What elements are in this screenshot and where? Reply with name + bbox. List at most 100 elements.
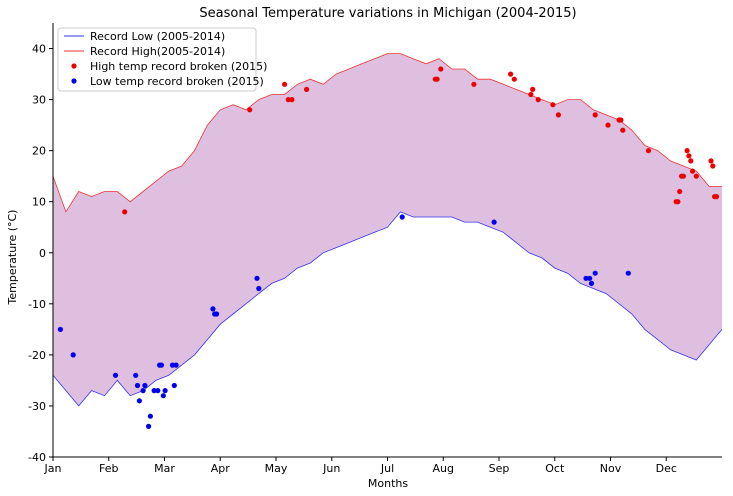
- x-tick-label-1: Feb: [99, 462, 118, 475]
- scatter-point-2-30: [688, 158, 694, 164]
- x-tick-label-5: Jun: [322, 462, 340, 475]
- scatter-point-3-4: [134, 382, 141, 389]
- scatter-point-2-25: [677, 188, 683, 195]
- scatter-point-2-2: [282, 81, 288, 87]
- x-tick-label-0: Jan: [44, 462, 62, 475]
- scatter-point-2-12: [528, 91, 534, 98]
- scatter-point-3-9: [147, 413, 153, 419]
- scatter-point-3-7: [142, 382, 148, 389]
- legend-label-record-low: Record Low (2005-2014): [90, 30, 225, 43]
- scatter-point-3-19: [210, 306, 216, 312]
- x-tick-label-9: Oct: [545, 462, 565, 475]
- scatter-point-2-10: [508, 71, 514, 77]
- scatter-point-3-22: [254, 275, 260, 281]
- scatter-point-3-0: [57, 326, 64, 332]
- scatter-point-2-18: [605, 122, 611, 128]
- scatter-point-3-27: [587, 275, 593, 281]
- scatter-point-3-21: [214, 311, 220, 317]
- scatter-point-3-23: [256, 285, 262, 292]
- scatter-point-2-34: [710, 163, 716, 169]
- scatter-point-2-3: [285, 97, 291, 103]
- scatter-point-2-1: [247, 107, 253, 113]
- chart-title: Seasonal Temperature variations in Michi…: [199, 6, 576, 21]
- y-tick-label-4: 0: [39, 247, 46, 260]
- series-line-0: [52, 211, 723, 407]
- scatter-point-3-13: [158, 362, 164, 368]
- y-tick-label-0: -40: [28, 451, 46, 464]
- record-range-fill: [53, 53, 722, 406]
- plot-area: [52, 53, 723, 429]
- scatter-point-3-26: [583, 275, 589, 281]
- x-tick-label-8: Sep: [489, 462, 510, 475]
- y-tick-label-3: -10: [28, 298, 46, 311]
- scatter-point-2-7: [434, 76, 440, 82]
- scatter-point-3-30: [625, 270, 631, 276]
- scatter-point-2-27: [680, 173, 687, 179]
- x-tick-label-2: Mar: [154, 462, 175, 475]
- scatter-point-2-22: [645, 148, 652, 154]
- scatter-point-3-28: [588, 280, 595, 286]
- y-tick-label-2: -20: [28, 349, 46, 362]
- scatter-point-2-15: [550, 102, 556, 108]
- legend-label-low-broken: Low temp record broken (2015): [90, 75, 264, 88]
- scatter-point-3-18: [173, 362, 179, 368]
- y-tick-label-6: 20: [32, 145, 46, 158]
- y-axis-label: Temperature (°C): [6, 210, 19, 306]
- scatter-point-3-29: [592, 270, 598, 276]
- series-line-1: [52, 53, 722, 213]
- scatter-point-3-11: [155, 388, 161, 394]
- scatter-point-2-9: [471, 81, 477, 87]
- legend-box: [57, 27, 257, 92]
- legend-swatch-high-broken: [71, 63, 77, 69]
- scatter-point-3-6: [140, 388, 146, 394]
- x-tick-label-4: May: [265, 462, 288, 475]
- scatter-point-2-28: [684, 148, 690, 154]
- scatter-point-2-13: [530, 86, 536, 92]
- scatter-point-2-32: [693, 173, 699, 179]
- y-tick-label-8: 40: [32, 43, 46, 56]
- x-tick-label-3: Apr: [211, 462, 231, 475]
- scatter-point-3-16: [169, 362, 176, 368]
- legend: Record Low (2005-2014) Record High(2005-…: [57, 27, 267, 92]
- scatter-point-3-8: [146, 423, 152, 429]
- scatter-point-2-5: [304, 86, 310, 92]
- y-tick-label-7: 30: [32, 94, 46, 107]
- scatter-point-2-4: [289, 97, 295, 103]
- scatter-point-2-31: [690, 168, 696, 174]
- scatter-point-2-0: [122, 209, 128, 215]
- scatter-point-2-8: [438, 66, 444, 72]
- scatter-point-3-5: [136, 398, 142, 404]
- scatter-point-3-1: [70, 352, 76, 358]
- axes: -40 -30 -20 -10 0 10 20 30 40 Jan Feb Mar Apr May Jun J…: [28, 23, 722, 475]
- scatter-point-2-24: [675, 199, 681, 205]
- scatter-point-2-21: [620, 127, 626, 133]
- scatter-point-3-10: [151, 388, 157, 394]
- scatter-point-2-14: [535, 97, 541, 103]
- y-tick-label-5: 10: [32, 196, 46, 209]
- legend-label-high-broken: High temp record broken (2015): [90, 60, 267, 73]
- x-tick-label-7: Aug: [433, 462, 454, 475]
- scatter-point-3-24: [399, 214, 405, 220]
- scatter-point-3-15: [162, 388, 168, 394]
- scatter-point-2-11: [511, 76, 517, 82]
- scatter-point-3-14: [160, 393, 166, 399]
- series-layer: [52, 53, 723, 429]
- x-tick-label-10: Nov: [600, 462, 622, 475]
- x-axis-label: Months: [368, 477, 408, 490]
- y-tick-label-1: -30: [28, 400, 46, 413]
- scatter-point-2-36: [713, 194, 720, 200]
- scatter-point-3-17: [171, 382, 177, 389]
- scatter-point-2-17: [592, 112, 598, 118]
- x-tick-label-6: Jul: [380, 462, 394, 475]
- scatter-point-3-3: [133, 372, 139, 378]
- x-tick-label-11: Dec: [656, 462, 677, 475]
- scatter-point-2-33: [708, 158, 714, 164]
- scatter-point-2-16: [555, 112, 562, 118]
- legend-swatch-low-broken: [71, 78, 77, 84]
- scatter-point-2-20: [618, 117, 624, 123]
- legend-label-record-high: Record High(2005-2014): [90, 45, 225, 58]
- scatter-point-3-2: [112, 372, 119, 378]
- scatter-point-2-29: [686, 153, 692, 159]
- scatter-point-3-25: [491, 219, 497, 225]
